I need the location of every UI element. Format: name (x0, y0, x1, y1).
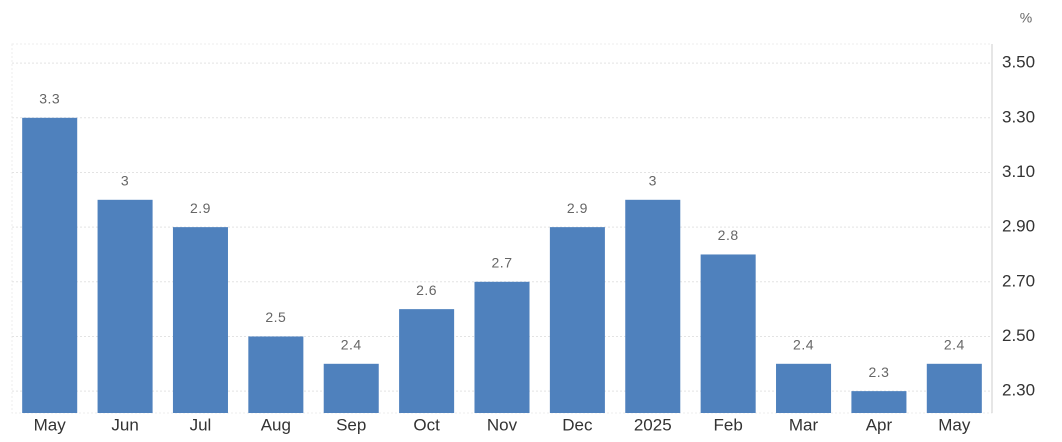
bar (926, 363, 982, 413)
x-tick-label: May (938, 415, 971, 434)
y-tick-label: 2.90 (1002, 217, 1035, 236)
x-tick-label: Dec (562, 415, 593, 434)
x-tick-label: Feb (714, 415, 743, 434)
bar (549, 227, 605, 413)
x-tick-label: Sep (336, 415, 366, 434)
bar (399, 309, 455, 413)
value-label: 2.5 (265, 309, 286, 325)
x-tick-label: 2025 (634, 415, 672, 434)
value-label: 2.9 (567, 200, 588, 216)
x-tick-label: May (34, 415, 67, 434)
y-tick-label: 2.70 (1002, 271, 1035, 290)
x-tick-label: Jun (111, 415, 138, 434)
y-tick-label: 3.30 (1002, 107, 1035, 126)
x-tick-label: Nov (487, 415, 518, 434)
x-tick-label: Mar (789, 415, 819, 434)
bar (700, 254, 756, 413)
y-tick-label: 3.50 (1002, 53, 1035, 72)
value-label: 3 (649, 173, 657, 189)
x-tick-label: Oct (413, 415, 440, 434)
x-tick-label: Apr (866, 415, 893, 434)
y-tick-label: 2.30 (1002, 381, 1035, 400)
value-label: 3.3 (39, 91, 60, 107)
value-label: 2.9 (190, 200, 211, 216)
bar (776, 363, 832, 413)
bar (248, 336, 304, 413)
value-label: 2.4 (944, 337, 965, 353)
value-label: 3 (121, 173, 129, 189)
value-label: 2.8 (718, 227, 739, 243)
value-label: 2.6 (416, 282, 437, 298)
bar (851, 391, 907, 413)
bar (22, 117, 78, 414)
bar (172, 227, 228, 413)
bar (323, 363, 379, 413)
x-tick-label: Aug (261, 415, 291, 434)
value-label: 2.4 (793, 337, 814, 353)
value-label: 2.4 (341, 337, 362, 353)
value-label: 2.3 (868, 364, 889, 380)
x-tick-label: Jul (190, 415, 212, 434)
unit-label: % (1020, 10, 1032, 26)
bar (97, 199, 153, 413)
y-tick-label: 3.10 (1002, 162, 1035, 181)
value-label: 2.7 (492, 255, 513, 271)
bar (625, 199, 681, 413)
y-tick-label: 2.50 (1002, 326, 1035, 345)
bar (474, 281, 530, 413)
